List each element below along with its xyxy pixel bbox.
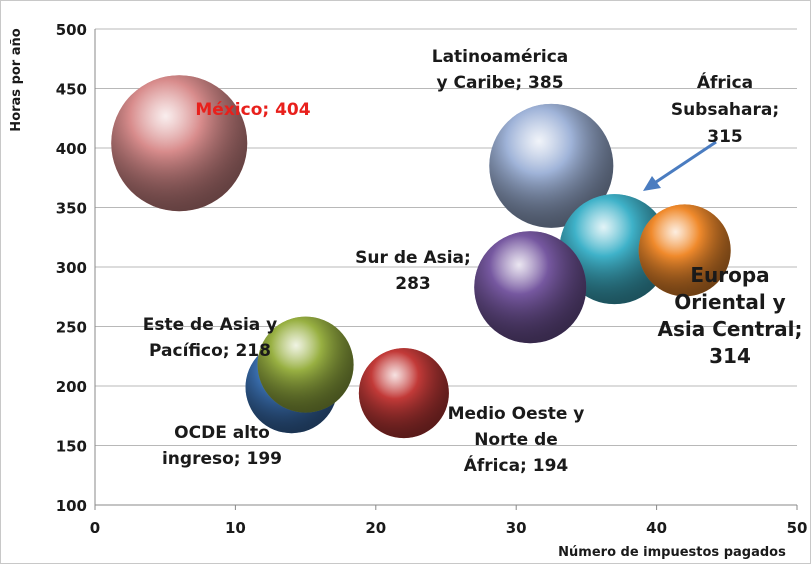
data-label: Medio Oeste y [448,404,585,424]
data-label: Norte de [474,430,558,450]
bubble [257,316,354,413]
data-label: Pacífico; 218 [149,341,271,361]
bubble [489,103,614,228]
x-axis-title: Número de impuestos pagados [558,545,786,560]
data-label: 283 [395,274,431,294]
bubble [559,194,670,305]
x-tick-label: 20 [365,519,386,537]
data-label: 314 [709,344,751,368]
data-label: México; 404 [195,100,310,120]
data-label: y Caribe; 385 [436,73,563,93]
data-label: ingreso; 199 [162,449,282,469]
data-label: Este de Asia y [143,315,278,335]
arrow-line [649,140,717,188]
x-tick-label: 30 [506,519,527,537]
bubble [111,75,248,212]
data-label: 315 [707,127,743,147]
data-label: África; 194 [464,454,569,476]
y-tick-label: 100 [56,497,87,515]
x-tick-label: 40 [646,519,667,537]
y-tick-label: 450 [56,81,87,99]
data-label: África [697,71,753,93]
y-tick-label: 400 [56,140,87,158]
data-label: Latinoamérica [432,47,569,67]
bubble [474,231,587,344]
x-tick-label: 50 [787,519,808,537]
y-tick-label: 500 [56,21,87,39]
y-axis-title: Horas por año [9,28,24,131]
y-tick-label: 250 [56,319,87,337]
bubble [638,204,731,297]
data-label: Asia Central; [658,317,803,341]
x-tick-label: 10 [225,519,246,537]
y-tick-label: 350 [56,200,87,218]
data-label: OCDE alto [174,423,270,443]
data-label: Europa [690,263,769,287]
y-tick-label: 200 [56,378,87,396]
y-tick-label: 300 [56,259,87,277]
data-label: Oriental y [674,290,785,314]
arrow-head [643,176,661,191]
data-label: Sur de Asia; [355,248,471,268]
x-tick-label: 0 [90,519,100,537]
bubble [358,348,449,439]
y-tick-label: 150 [56,438,87,456]
data-label: Subsahara; [671,100,779,120]
